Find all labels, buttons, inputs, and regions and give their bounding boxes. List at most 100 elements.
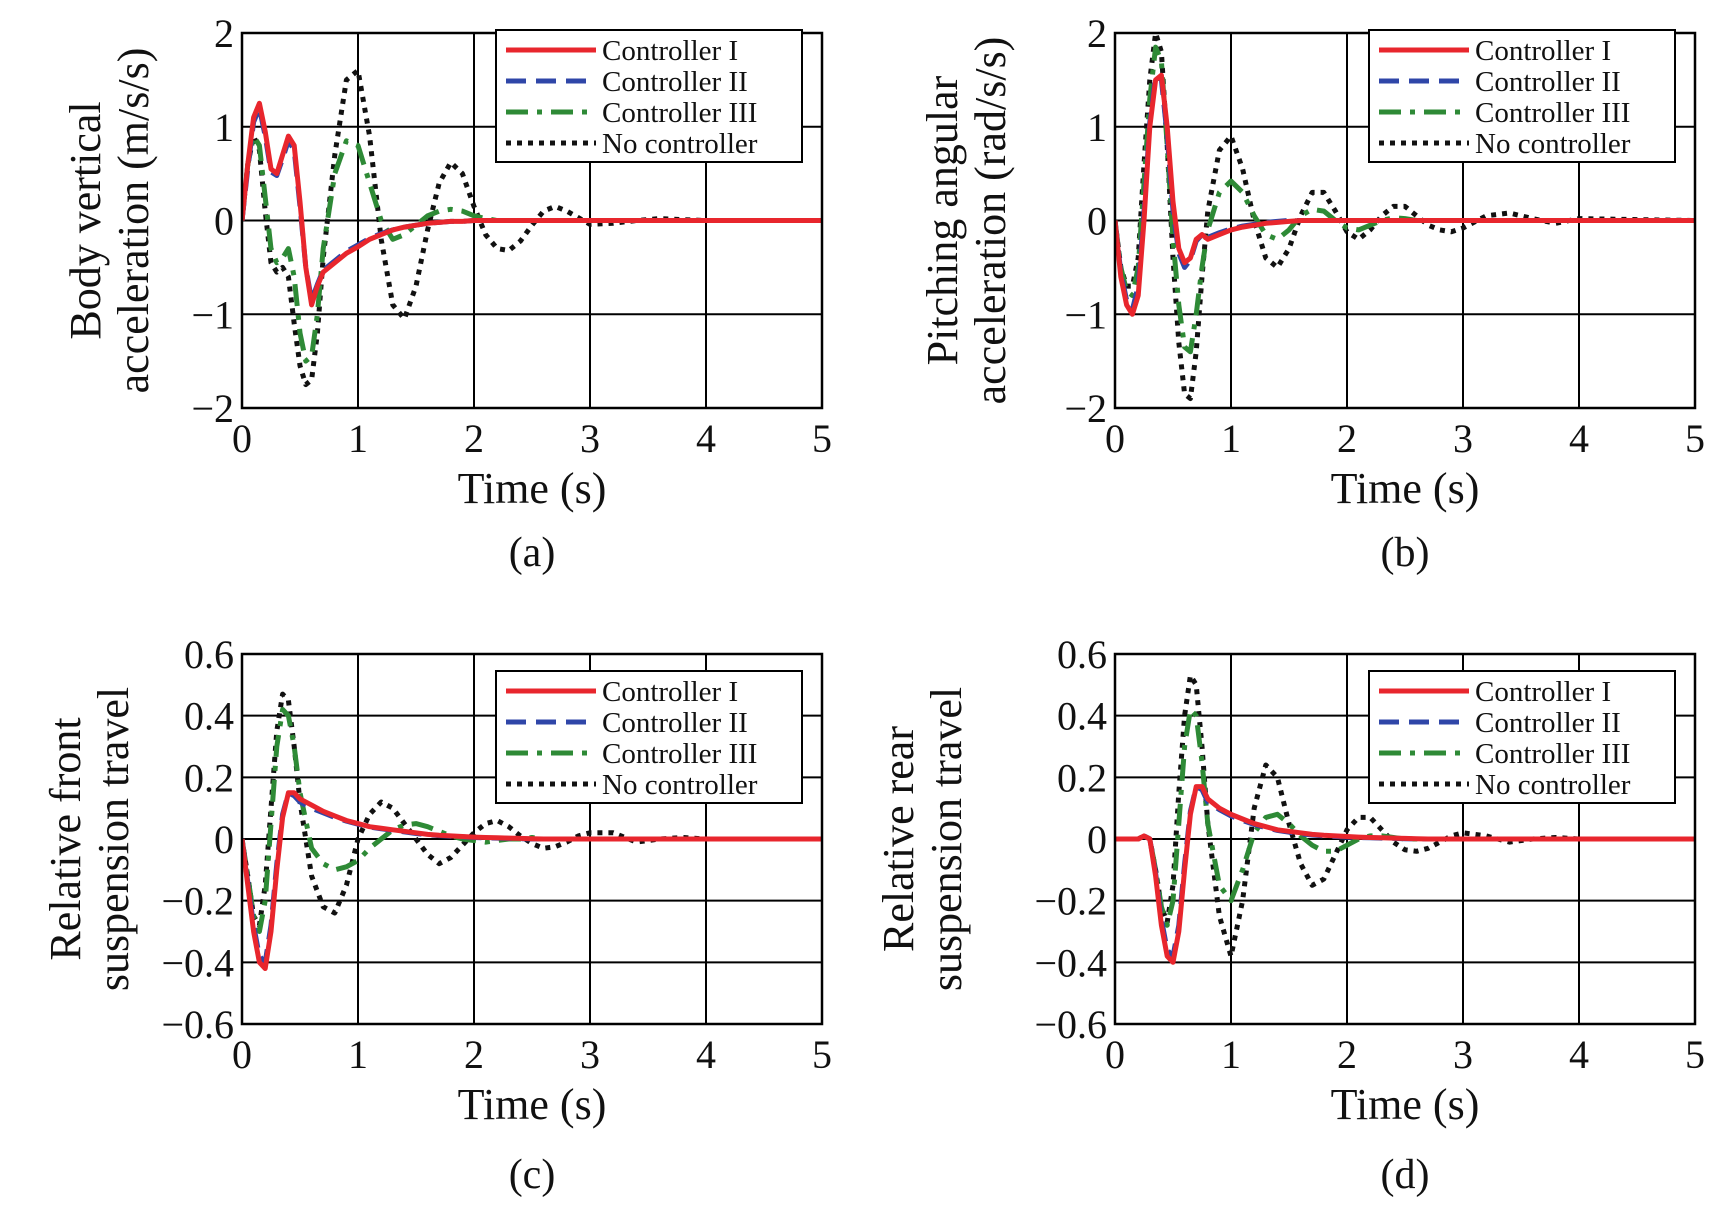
x-tick-label: 0 [232,1032,252,1077]
y-tick-label: 0.2 [1057,755,1107,800]
y-tick-label: 0.4 [1057,694,1107,739]
y-tick-label: 0.2 [184,755,234,800]
y-tick-label: −0.2 [161,879,234,924]
y-tick-label: 0 [214,817,234,862]
y-axis-label: Relative front [41,717,90,960]
legend-label: No controller [602,128,758,160]
x-tick-label: 5 [812,416,832,461]
legend-label: Controller III [602,97,757,129]
y-tick-label: −0.4 [161,940,234,985]
panel-label: (c) [509,1152,556,1198]
x-tick-label: 2 [1337,416,1357,461]
y-tick-label: −2 [191,386,234,431]
x-tick-label: 4 [696,1032,716,1077]
y-tick-label: 0.4 [184,694,234,739]
legend-label: Controller I [1475,35,1611,67]
x-tick-label: 3 [1453,1032,1473,1077]
x-axis-label: Time (s) [1331,1080,1480,1129]
legend-label: Controller III [602,738,757,770]
legend-label: No controller [1475,769,1631,801]
series-line-controller-iii [242,133,822,364]
series-line-controller-i [1115,72,1695,317]
y-tick-label: 0 [214,199,234,244]
x-tick-label: 2 [1337,1032,1357,1077]
legend-label: Controller I [602,676,738,708]
y-tick-label: −0.6 [161,1002,234,1047]
y-tick-label: −0.4 [1034,940,1107,985]
x-tick-label: 1 [348,416,368,461]
y-tick-label: 2 [214,11,234,56]
y-axis-label: Body vertical [61,101,110,339]
panel-label: (b) [1381,530,1430,576]
legend-label: Controller II [1475,66,1621,98]
x-tick-label: 4 [1569,416,1589,461]
y-tick-label: −1 [191,292,234,337]
series-line-controller-ii [1115,784,1695,959]
x-tick-label: 4 [696,416,716,461]
x-tick-label: 0 [232,416,252,461]
series-line-controller-i [242,100,822,308]
legend-label: Controller I [602,35,738,67]
chart-panel-c: 0 1 2 3 4 5 −0.6 −0.4 −0.2 0 0.2 0.4 0.6 Time (s) Rela… [41,632,832,1198]
y-tick-label: 0.6 [184,632,234,677]
x-tick-label: 3 [580,416,600,461]
y-tick-label: −2 [1064,386,1107,431]
x-tick-label: 1 [1221,416,1241,461]
y-axis-label: acceleration (rad/s/s) [966,37,1015,405]
legend-label: No controller [602,769,758,801]
x-tick-label: 0 [1105,1032,1125,1077]
y-tick-label: −0.2 [1034,879,1107,924]
y-tick-label: 1 [214,105,234,150]
y-tick-label: 2 [1087,11,1107,56]
panel-label: (d) [1381,1152,1430,1198]
x-tick-label: 4 [1569,1032,1589,1077]
x-tick-label: 3 [1453,416,1473,461]
y-axis-label: Pitching angular [918,75,967,365]
x-tick-label: 1 [348,1032,368,1077]
y-tick-label: 0.6 [1057,632,1107,677]
legend-label: Controller II [602,707,748,739]
x-axis-label: Time (s) [1331,464,1480,513]
x-tick-label: 5 [1685,416,1705,461]
series-line-no-controller [242,68,822,388]
y-tick-label: 0 [1087,199,1107,244]
y-axis-label: suspension travel [89,687,138,991]
legend-label: Controller I [1475,676,1611,708]
y-axis-label: suspension travel [922,687,971,991]
legend-label: Controller II [1475,707,1621,739]
legend-label: Controller II [602,66,748,98]
legend-label: Controller III [1475,738,1630,770]
x-tick-label: 3 [580,1032,600,1077]
x-axis-label: Time (s) [458,1080,607,1129]
x-tick-label: 2 [464,416,484,461]
y-tick-label: 1 [1087,105,1107,150]
y-tick-label: −0.6 [1034,1002,1107,1047]
y-tick-label: 0 [1087,817,1107,862]
x-axis-label: Time (s) [458,464,607,513]
series-line-no-controller [242,691,822,928]
x-tick-label: 1 [1221,1032,1241,1077]
x-tick-label: 5 [812,1032,832,1077]
y-axis-label: acceleration (m/s/s) [109,48,158,394]
legend-label: No controller [1475,128,1631,160]
panel-label: (a) [509,530,556,576]
series-line-controller-i [242,790,822,971]
x-tick-label: 5 [1685,1032,1705,1077]
series-line-controller-i [1115,784,1695,965]
legend-label: Controller III [1475,97,1630,129]
plot-frame [1113,652,1697,1026]
series-line-controller-ii [242,790,822,965]
y-tick-label: −1 [1064,292,1107,337]
plot-frame [240,652,824,1026]
x-tick-label: 2 [464,1032,484,1077]
y-axis-label: Relative rear [874,726,923,952]
legend-box [495,29,803,163]
x-tick-label: 0 [1105,416,1125,461]
